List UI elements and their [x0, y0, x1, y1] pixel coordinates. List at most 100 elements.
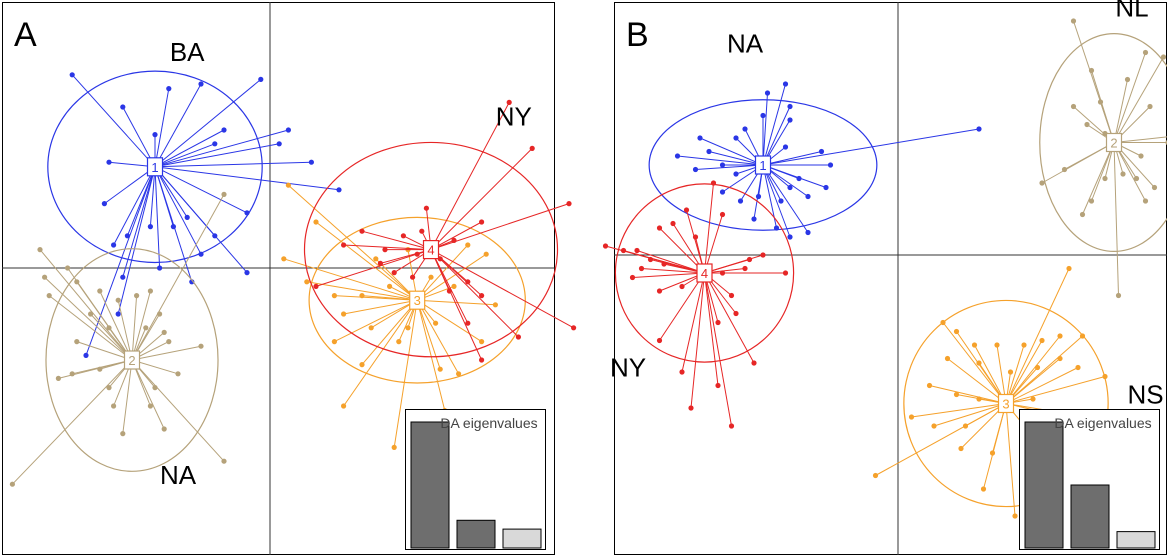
panel-a-spoke-4	[361, 230, 432, 251]
panel-a-spoke-1	[154, 166, 248, 214]
panel-a-group-label: NY	[496, 101, 532, 131]
panel-a-spoke-1	[71, 74, 156, 168]
panel-a-eigen-title: DA eigenvalues	[440, 415, 537, 431]
panel-b-point-3	[1039, 337, 1045, 344]
panel-a-point-1	[120, 274, 126, 280]
panel-a-spoke-3	[393, 300, 418, 448]
panel-b-spoke-3	[1005, 344, 1025, 404]
panel-a-point-1	[212, 233, 218, 239]
panel-a-point-1	[336, 187, 342, 193]
panel-b-point-4	[746, 256, 753, 263]
panel-b-point-3	[989, 450, 996, 456]
panel-b-point-2	[1070, 103, 1077, 110]
panel-b-point-3	[1034, 364, 1041, 371]
panel-b-point-1	[805, 229, 811, 236]
panel-a-point-2	[106, 385, 112, 391]
panel-b-spoke-3	[1005, 376, 1106, 404]
panel-a-point-3	[313, 219, 319, 225]
panel-a-spoke-3	[416, 300, 441, 370]
panel-b-point-2	[1160, 54, 1167, 60]
panel-a-centroid-3: 3	[409, 290, 426, 310]
panel-b-point-2	[1138, 153, 1144, 159]
panel-b-point-4	[751, 360, 757, 366]
panel-b-spoke-2	[1113, 142, 1119, 296]
panel-a-point-2	[106, 325, 112, 331]
panel-b-point-2	[1079, 211, 1086, 218]
panel-a-spoke-3	[315, 221, 418, 301]
panel-a-point-1	[124, 233, 130, 239]
panel-a-spoke-1	[154, 83, 202, 168]
panel-b-ellipse-4	[614, 183, 795, 363]
panel-a-spoke-2	[72, 359, 133, 375]
panel-a-point-2	[37, 247, 43, 253]
panel-a-spoke-3	[416, 253, 487, 301]
panel-a-point-1	[212, 141, 218, 147]
panel-a-spoke-2	[131, 295, 138, 361]
panel-a-point-4	[571, 325, 577, 331]
panel-b-point-1	[818, 148, 825, 155]
panel-b-spoke-3	[974, 344, 1007, 404]
panel-b-point-1	[787, 103, 793, 110]
panel-a-point-4	[313, 283, 319, 289]
panel-a-centroid-label-3: 3	[414, 293, 421, 308]
panel-b-point-1	[706, 148, 712, 155]
panel-a-point-2	[221, 191, 227, 197]
panel-a-point-3	[492, 302, 498, 308]
panel-b-group-label: NL	[1115, 0, 1148, 23]
panel-a-point-2	[88, 311, 94, 317]
panel-a-spoke-4	[430, 249, 469, 324]
panel-b-point-4	[742, 265, 748, 272]
panel-a-group-1	[47, 70, 342, 358]
panel-b-point-2	[1088, 67, 1095, 74]
panel-a-spoke-3	[334, 299, 418, 343]
panel-a-spoke-4	[315, 249, 432, 287]
panel-b-point-4	[656, 225, 663, 231]
panel-a-point-4	[451, 237, 457, 243]
panel-b-spoke-4	[704, 272, 732, 427]
panel-b-point-2	[1124, 76, 1131, 83]
panel-b-spoke-2	[1041, 142, 1115, 184]
panel-a-point-1	[244, 210, 250, 216]
panel-a-point-2	[157, 311, 163, 317]
panel-a-spoke-2	[48, 295, 133, 361]
panel-b-point-4	[661, 261, 667, 267]
panel-b-point-4	[656, 337, 663, 344]
panel-b-point-4	[728, 423, 735, 429]
panel-a-spoke-4	[430, 102, 510, 250]
panel-b-point-1	[719, 162, 726, 168]
panel-b-spoke-3	[1005, 403, 1016, 517]
panel-b-point-3	[1102, 373, 1108, 380]
panel-a-spoke-1	[85, 166, 156, 356]
panel-a-point-3	[479, 339, 485, 345]
panel-b-point-3	[944, 355, 951, 362]
panel-b-centroid-3: 3	[997, 393, 1015, 414]
panel-b-point-2	[1142, 49, 1149, 56]
panel-b-spoke-3	[1005, 358, 1061, 404]
panel-a-spoke-3	[343, 299, 418, 315]
panel-a-point-4	[515, 334, 522, 340]
panel-a-spoke-3	[288, 184, 418, 301]
panel-b-point-3	[926, 382, 933, 389]
panel-b-point-3	[994, 342, 1000, 348]
panel-a-point-4	[479, 293, 485, 299]
panel-a-point-2	[9, 481, 15, 487]
panel-a-point-4	[465, 279, 471, 285]
panel-b-point-2	[1133, 175, 1140, 182]
panel-a-spoke-1	[154, 129, 289, 168]
panel-a-spoke-2	[131, 345, 202, 361]
panel-a-point-1	[285, 127, 291, 133]
panel-b-spoke-2	[1113, 136, 1167, 143]
panel-a-spoke-1	[154, 166, 202, 255]
panel-a-point-2	[147, 403, 153, 409]
panel-b-group-label: NS	[1127, 380, 1163, 410]
panel-b-point-2	[1102, 175, 1108, 182]
panel-b-point-1	[733, 171, 739, 177]
panel-a-spoke-3	[417, 299, 496, 306]
panel-b-point-4	[620, 247, 627, 254]
panel-a-point-2	[46, 293, 52, 299]
panel-a-point-2	[111, 403, 117, 409]
panel-a-point-3	[359, 362, 365, 368]
panel-a-spoke-4	[430, 249, 519, 338]
panel-b-point-1	[787, 117, 793, 123]
panel-a-spoke-2	[76, 341, 133, 361]
